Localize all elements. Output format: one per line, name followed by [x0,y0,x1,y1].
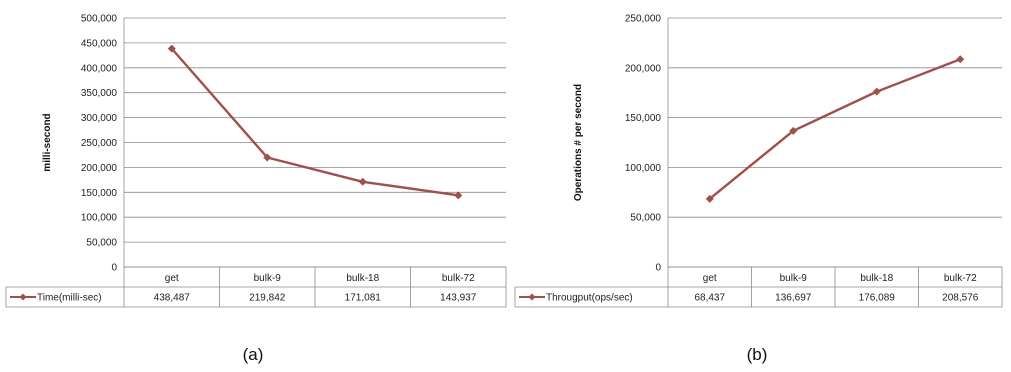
y-tick-label: 0 [655,263,661,274]
x-tick-label: get [165,273,179,284]
y-tick-label: 350,000 [81,88,118,99]
data-label: 143,937 [440,293,477,304]
y-tick-label: 50,000 [630,213,661,224]
x-tick-label: get [703,273,717,284]
y-tick-label: 150,000 [625,113,662,124]
y-tick-label: 450,000 [81,38,118,49]
x-tick-label: bulk-9 [254,273,282,284]
series-line [170,47,459,197]
data-point [358,177,367,186]
legend-marker [19,293,27,301]
x-tick-label: bulk-18 [860,273,893,284]
y-tick-label: 300,000 [81,113,118,124]
y-tick-label: 250,000 [81,138,118,149]
y-tick-label: 100,000 [81,213,118,224]
data-point [263,153,272,162]
y-tick-label: 200,000 [81,163,118,174]
x-tick-label: bulk-72 [944,273,977,284]
data-label: 219,842 [249,293,286,304]
figure-caption: (a) [243,345,264,364]
y-tick-label: 500,000 [81,14,118,25]
y-axis-label: milli-second [42,113,53,171]
data-label: 176,089 [859,293,896,304]
y-tick-label: 200,000 [625,63,662,74]
x-tick-label: bulk-9 [780,273,808,284]
x-tick-label: bulk-72 [442,273,475,284]
series-line [708,58,961,200]
data-point [167,44,176,53]
data-point [454,191,463,200]
data-label: 68,437 [694,293,725,304]
y-axis-label: Operations # per second [573,84,584,201]
data-label: 438,487 [154,293,191,304]
y-tick-label: 100,000 [625,163,662,174]
chart-b: 0 50,000 100,000 150,000 200,000 250,000 Opera… [514,14,1003,364]
data-point [705,194,714,203]
y-tick-label: 250,000 [625,14,662,25]
y-tick-label: 150,000 [81,188,118,199]
chart-a: 0 50,000 100,000 150,000 200,000 250,000 300,0… [5,14,507,364]
legend-label: Througput(ops/sec) [546,293,633,304]
data-label: 136,697 [775,293,812,304]
x-tick-label: bulk-18 [346,273,379,284]
y-tick-label: 400,000 [81,63,118,74]
data-point [872,87,881,96]
y-tick-label: 50,000 [86,238,117,249]
legend-label: Time(milli-sec) [37,293,102,304]
data-point [956,55,965,64]
figure-caption: (b) [747,345,768,364]
legend-marker [528,293,536,301]
data-label: 208,576 [942,293,979,304]
data-point [789,126,798,135]
y-tick-label: 0 [111,263,117,274]
data-label: 171,081 [345,293,382,304]
